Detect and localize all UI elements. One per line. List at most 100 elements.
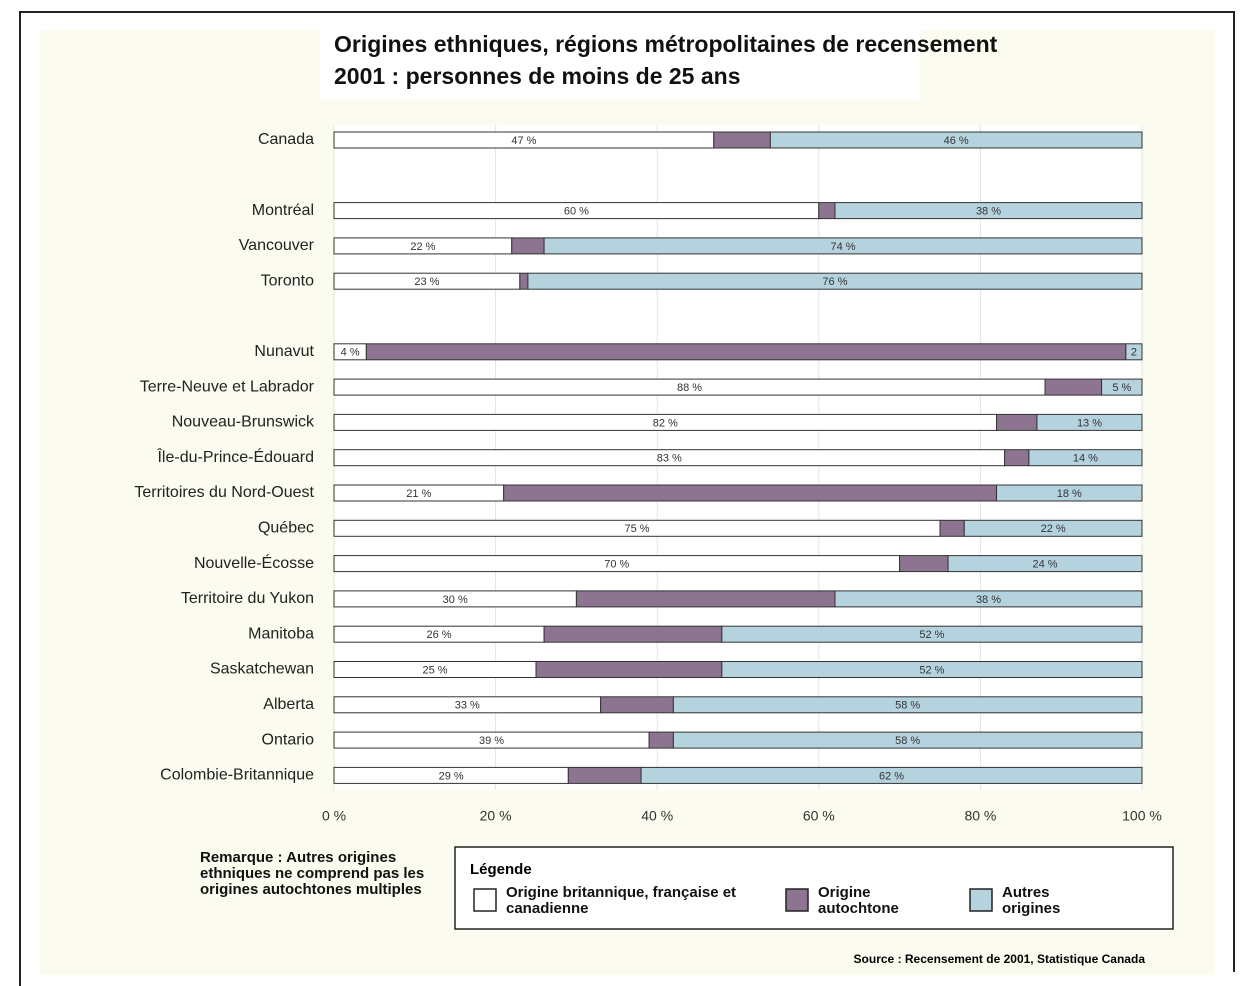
bar-segment	[1044, 378, 1103, 396]
bar-segment	[672, 731, 1143, 749]
data-label: 46 %	[944, 135, 969, 147]
bar-segment	[511, 237, 545, 255]
category-label: Territoire du Yukon	[181, 590, 314, 607]
data-label: 76 %	[822, 276, 847, 288]
data-label: 25 %	[422, 664, 447, 676]
data-label: 4 %	[341, 347, 360, 359]
data-label: 29 %	[439, 770, 464, 782]
chart-title: 2001 : personnes de moins de 25 ans	[334, 63, 741, 89]
x-tick-label: 100 %	[1122, 808, 1162, 824]
data-label: 30 %	[443, 594, 468, 606]
bar-segment	[365, 343, 1127, 361]
bar-segment	[963, 519, 1143, 537]
data-label: 22 %	[1041, 523, 1066, 535]
bar-segment	[1004, 449, 1030, 467]
bar-segment	[567, 766, 642, 784]
bar-segment	[721, 625, 1143, 643]
data-label: 88 %	[677, 382, 702, 394]
category-label: Alberta	[263, 696, 314, 713]
category-label: Vancouver	[239, 237, 315, 254]
category-label: Terre-Neuve et Labrador	[140, 378, 315, 395]
category-label: Québec	[258, 520, 314, 537]
data-label: 22 %	[410, 241, 435, 253]
data-label: 38 %	[976, 594, 1001, 606]
bar-segment	[543, 237, 1143, 255]
category-label: Canada	[258, 131, 314, 148]
legend-label: Origine britannique, française et canadi…	[506, 884, 737, 917]
data-label: 82 %	[653, 417, 678, 429]
data-label: 70 %	[604, 559, 629, 571]
category-label: Ontario	[262, 731, 315, 748]
x-tick-label: 60 %	[803, 808, 835, 824]
category-label: Territoires du Nord-Ouest	[134, 484, 314, 501]
chart-title: Origines ethniques, régions métropolitai…	[334, 31, 998, 57]
bar-segment	[672, 696, 1143, 714]
bar-segment	[769, 131, 1143, 149]
category-label: Nouveau-Brunswick	[172, 414, 315, 431]
bar-segment	[527, 272, 1143, 290]
note: Remarque : Autres origines ethniques ne …	[200, 849, 425, 898]
frame	[19, 11, 1235, 986]
data-label: 33 %	[455, 700, 480, 712]
data-label: 5 %	[1112, 382, 1131, 394]
bar-segment	[947, 555, 1143, 573]
data-label: 52 %	[919, 664, 944, 676]
legend-label: Autres origines	[1002, 884, 1061, 917]
data-label: 13 %	[1077, 417, 1102, 429]
data-label: 24 %	[1033, 559, 1058, 571]
data-label: 18 %	[1057, 488, 1082, 500]
data-label: 52 %	[919, 629, 944, 641]
category-label: Île-du-Prince-Édouard	[156, 447, 314, 466]
data-label: 2	[1131, 347, 1137, 359]
category-label: Manitoba	[248, 625, 314, 642]
legend-swatch	[473, 888, 497, 912]
data-label: 23 %	[414, 276, 439, 288]
legend-swatch	[785, 888, 809, 912]
category-label: Montréal	[252, 202, 314, 219]
bar-segment	[1101, 378, 1143, 396]
data-label: 38 %	[976, 206, 1001, 218]
bar-segment	[834, 590, 1143, 608]
data-label: 62 %	[879, 770, 904, 782]
bar-segment	[939, 519, 965, 537]
bar-segment	[834, 202, 1143, 220]
data-label: 74 %	[831, 241, 856, 253]
data-label: 75 %	[624, 523, 649, 535]
bar-segment	[503, 484, 998, 502]
bar-segment	[640, 766, 1143, 784]
data-label: 14 %	[1073, 453, 1098, 465]
bar-segment	[575, 590, 836, 608]
legend-swatch	[969, 888, 993, 912]
bar-segment	[818, 202, 836, 220]
category-label: Nunavut	[254, 343, 314, 360]
data-label: 83 %	[657, 453, 682, 465]
bar-segment	[713, 131, 771, 149]
data-label: 21 %	[406, 488, 431, 500]
data-label: 58 %	[895, 735, 920, 747]
category-label: Toronto	[261, 272, 314, 289]
bar-segment	[1125, 343, 1143, 361]
data-label: 39 %	[479, 735, 504, 747]
legend-label: Origine autochtone	[818, 884, 899, 917]
legend-title: Légende	[470, 861, 532, 878]
source: Source : Recensement de 2001, Statistiqu…	[854, 952, 1146, 966]
category-label: Saskatchewan	[210, 661, 314, 678]
bar-segment	[996, 413, 1038, 431]
x-tick-label: 40 %	[641, 808, 673, 824]
data-label: 26 %	[427, 629, 452, 641]
data-label: 60 %	[564, 206, 589, 218]
bar-segment	[996, 484, 1143, 502]
x-tick-label: 0 %	[322, 808, 346, 824]
category-label: Nouvelle-Écosse	[194, 553, 314, 572]
bar-segment	[519, 272, 529, 290]
legend-box	[454, 846, 1174, 930]
x-tick-label: 20 %	[480, 808, 512, 824]
bar-segment	[1036, 413, 1143, 431]
bar-segment	[600, 696, 674, 714]
bar-segment	[899, 555, 949, 573]
bar-segment	[543, 625, 723, 643]
category-label: Colombie-Britannique	[160, 767, 314, 784]
x-tick-label: 80 %	[964, 808, 996, 824]
